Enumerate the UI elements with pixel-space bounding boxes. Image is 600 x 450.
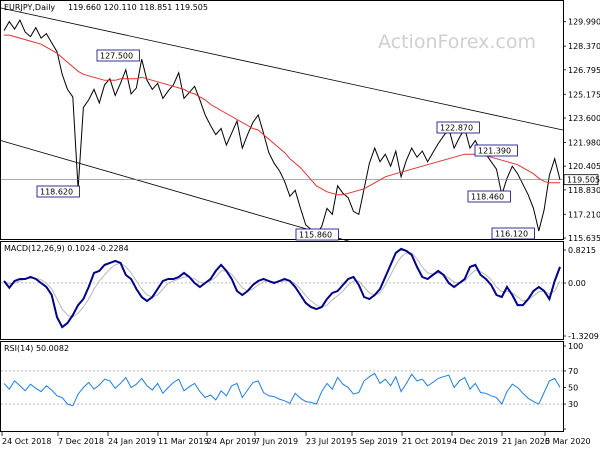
price-annotation-box xyxy=(474,144,518,157)
macd-signal-line xyxy=(3,252,561,318)
price-annotation-box xyxy=(36,185,80,198)
x-axis-label: 5 Mar 2020 xyxy=(545,437,591,446)
current-price-box xyxy=(563,174,599,186)
macd-axis: 0.8215 0.00 -1.3209 xyxy=(563,246,599,341)
macd-line xyxy=(3,247,561,329)
price-annotation-box xyxy=(491,227,535,240)
price-annotation-label: 127.500 xyxy=(100,52,133,61)
current-price-label: 119.505 xyxy=(567,176,600,185)
watermark: ActionForex.com xyxy=(378,31,536,53)
macd-marks xyxy=(1,247,563,329)
x-axis-label: 24 Jan 2019 xyxy=(108,437,156,446)
ohlc-label: 119.660 120.110 118.851 119.505 xyxy=(68,3,208,12)
rsi-panel-frame xyxy=(0,341,564,432)
x-axis-label: 24 Oct 2018 xyxy=(2,437,51,446)
symbol-label: EURJPY,Daily xyxy=(4,3,55,12)
price-channel xyxy=(0,7,564,242)
x-axis-label: 24 Apr 2019 xyxy=(207,437,256,446)
rsi-axis-label: 30 xyxy=(568,400,578,409)
channel-upper-line xyxy=(0,7,564,131)
macd-axis-label: -1.3209 xyxy=(568,332,599,341)
price-annotation-label: 122.870 xyxy=(440,124,473,133)
price-axis-label: 115.635 xyxy=(568,234,600,243)
rsi-axis-label: 50 xyxy=(568,384,578,393)
price-annotation-label: 118.620 xyxy=(40,188,73,197)
x-axis-label: 5 Sep 2019 xyxy=(352,437,398,446)
rsi-title: RSI(14) 50.0082 xyxy=(4,344,69,353)
price-annotation-label: 121.390 xyxy=(478,147,511,156)
x-axis: 24 Oct 2018 7 Dec 2018 24 Jan 2019 11 Mar 2… xyxy=(1,432,591,446)
price-annotation-label: 118.460 xyxy=(471,193,504,202)
x-axis-label: 7 Dec 2018 xyxy=(58,437,104,446)
macd-axis-label: 0.00 xyxy=(568,279,586,288)
price-axis-label: 121.980 xyxy=(568,138,600,147)
macd-title: MACD(12,26,9) 0.1024 -0.2284 xyxy=(4,244,129,253)
macd-panel-frame xyxy=(0,241,564,340)
x-axis-label: 21 Jan 2020 xyxy=(502,437,550,446)
price-axis-label: 125.175 xyxy=(568,90,600,99)
x-axis-label: 11 Mar 2019 xyxy=(158,437,209,446)
rsi-line xyxy=(3,372,561,407)
price-axis-label: 117.210 xyxy=(568,210,600,219)
channel-lower-line xyxy=(0,140,351,242)
x-axis-label: 23 Jul 2019 xyxy=(306,437,351,446)
rsi-axis-label: 70 xyxy=(568,367,578,376)
price-annotation-label: 115.860 xyxy=(299,231,332,240)
price-annotation-box xyxy=(96,49,140,62)
price-annotation-box xyxy=(467,190,511,203)
price-axis-label: 118.830 xyxy=(568,186,600,195)
x-axis-label: 21 Oct 2019 xyxy=(402,437,451,446)
price-axis-label: 129.990 xyxy=(568,18,600,27)
price-annotation-box xyxy=(295,228,339,241)
price-axis-label: 128.370 xyxy=(568,42,600,51)
price-annotation-label: 116.120 xyxy=(495,230,528,239)
rsi-marks xyxy=(1,370,563,407)
x-axis-label: 7 Jun 2019 xyxy=(255,437,298,446)
moving-average-line xyxy=(4,34,560,196)
price-marks xyxy=(1,19,563,235)
rsi-axis: 100 70 50 30 xyxy=(563,342,583,430)
price-series-line xyxy=(3,19,561,235)
macd-axis-label: 0.8215 xyxy=(568,246,596,255)
price-axis-label: 123.600 xyxy=(568,114,600,123)
price-axis-label: 126.795 xyxy=(568,66,600,75)
x-axis-label: 4 Dec 2019 xyxy=(452,437,498,446)
price-annotations: 127.500 118.620 115.860 122.870 121.390 118.4… xyxy=(36,49,535,241)
rsi-axis-label: 100 xyxy=(568,342,583,351)
price-axis-label: 120.405 xyxy=(568,162,600,171)
price-axis: 129.990 128.370 126.795 125.175 123.600 121.9… xyxy=(563,18,600,243)
price-annotation-box xyxy=(436,121,480,134)
